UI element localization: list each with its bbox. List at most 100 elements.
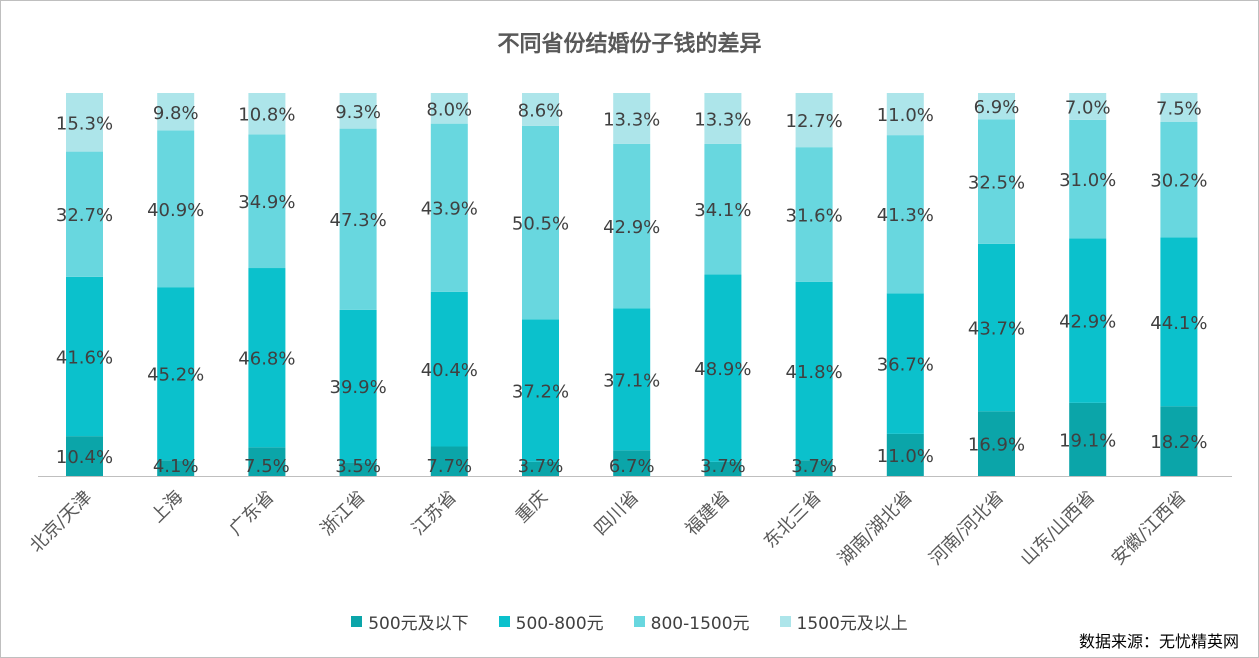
bar-segment bbox=[704, 461, 742, 476]
category-label: 山东/山西省 bbox=[1016, 487, 1099, 570]
bar-segment bbox=[66, 151, 103, 277]
data-label: 43.7% bbox=[968, 319, 1025, 340]
bar-segment bbox=[613, 450, 651, 476]
bar-segment bbox=[339, 309, 377, 463]
bar-segment bbox=[704, 143, 742, 275]
bar-segment bbox=[1160, 121, 1198, 238]
bar-segment bbox=[978, 243, 1015, 412]
category-label: 四川省 bbox=[590, 487, 643, 540]
data-label: 43.9% bbox=[421, 199, 478, 220]
data-label: 50.5% bbox=[512, 214, 569, 235]
legend-label: 800-1500元 bbox=[650, 614, 750, 634]
category-label: 湖南/湖北省 bbox=[834, 487, 917, 570]
data-label: 41.6% bbox=[56, 348, 113, 369]
bar-segment bbox=[157, 130, 195, 288]
bar-segment bbox=[795, 93, 833, 148]
data-label: 7.5% bbox=[244, 456, 290, 477]
bar-segment bbox=[66, 93, 103, 152]
category-label: 东北三省 bbox=[760, 487, 826, 553]
bar-segment bbox=[704, 93, 742, 144]
bar-segment bbox=[795, 460, 833, 476]
legend-item: 1500元及以上 bbox=[779, 609, 908, 634]
data-label: 13.3% bbox=[694, 109, 751, 130]
legend-swatch bbox=[779, 616, 791, 627]
bar-segment bbox=[1069, 119, 1107, 239]
bar-segment bbox=[430, 123, 468, 292]
data-label: 3.7% bbox=[700, 456, 746, 477]
bar-segment bbox=[430, 93, 468, 124]
data-label: 31.0% bbox=[1059, 170, 1116, 191]
data-label: 6.7% bbox=[609, 456, 655, 477]
data-label: 45.2% bbox=[147, 365, 204, 386]
data-label: 13.3% bbox=[603, 109, 660, 130]
data-label: 48.9% bbox=[694, 359, 751, 380]
data-label: 15.3% bbox=[56, 113, 113, 134]
legend-item: 500元及以下 bbox=[351, 609, 469, 634]
bar-segment bbox=[430, 446, 468, 476]
bar-segment bbox=[248, 447, 286, 476]
data-label: 30.2% bbox=[1150, 171, 1207, 192]
bar-segment bbox=[339, 462, 377, 476]
bar-segment bbox=[886, 433, 924, 476]
bar-segment bbox=[886, 93, 924, 136]
bar-segment bbox=[886, 135, 924, 294]
bar-segment bbox=[978, 119, 1015, 244]
data-label: 3.7% bbox=[518, 456, 564, 477]
bar-segment bbox=[1160, 93, 1198, 122]
legend-label: 500元及以下 bbox=[368, 614, 469, 634]
data-label: 8.0% bbox=[426, 99, 472, 120]
bar-segment bbox=[522, 319, 559, 462]
data-label: 7.5% bbox=[1156, 98, 1202, 119]
legend-item: 800-1500元 bbox=[633, 609, 750, 634]
data-label: 3.7% bbox=[791, 456, 837, 477]
bar-segment bbox=[157, 460, 195, 476]
data-label: 19.1% bbox=[1059, 430, 1116, 451]
data-label: 10.4% bbox=[56, 447, 113, 468]
data-label: 7.0% bbox=[1065, 97, 1111, 118]
bar-segment bbox=[1160, 406, 1198, 476]
bar-segment bbox=[613, 143, 651, 309]
data-label: 18.2% bbox=[1150, 432, 1207, 453]
bar-segment bbox=[1069, 402, 1107, 476]
bar-segment bbox=[795, 281, 833, 461]
legend-item: 500-800元 bbox=[498, 609, 604, 634]
bar-segment bbox=[886, 293, 924, 434]
category-label: 浙江省 bbox=[317, 487, 370, 540]
data-label: 42.9% bbox=[603, 217, 660, 238]
legend-swatch bbox=[633, 616, 645, 627]
data-label: 42.9% bbox=[1059, 312, 1116, 333]
bar-segment bbox=[248, 93, 286, 135]
bar-segment bbox=[430, 291, 468, 447]
category-label: 重庆 bbox=[512, 487, 552, 527]
bar-segment bbox=[522, 461, 559, 476]
data-label: 6.9% bbox=[974, 97, 1020, 118]
data-label: 41.8% bbox=[786, 362, 843, 383]
chart-title: 不同省份结婚份子钱的差异 bbox=[497, 32, 762, 57]
data-label: 34.9% bbox=[238, 192, 295, 213]
data-label: 32.7% bbox=[56, 205, 113, 226]
data-label: 46.8% bbox=[238, 349, 295, 370]
data-label: 8.6% bbox=[518, 100, 564, 121]
bar-segment bbox=[795, 147, 833, 282]
bar-segment bbox=[248, 268, 286, 448]
legend-label: 1500元及以上 bbox=[796, 614, 908, 634]
legend-label: 500-800元 bbox=[515, 614, 604, 634]
data-label: 11.0% bbox=[877, 446, 934, 467]
legend-swatch bbox=[498, 616, 510, 627]
bar-segment bbox=[978, 93, 1015, 120]
category-label: 河南/河北省 bbox=[925, 487, 1008, 570]
data-label: 3.5% bbox=[335, 456, 381, 477]
data-label: 39.9% bbox=[330, 377, 387, 398]
data-label: 32.5% bbox=[968, 173, 1025, 194]
category-label: 安徽/江西省 bbox=[1108, 487, 1191, 570]
bar-segment bbox=[978, 411, 1015, 476]
data-label: 10.8% bbox=[238, 105, 295, 126]
data-label: 41.3% bbox=[877, 205, 934, 226]
data-label: 31.6% bbox=[786, 206, 843, 227]
data-label: 9.3% bbox=[335, 102, 381, 123]
data-label: 44.1% bbox=[1150, 313, 1207, 334]
data-label: 16.9% bbox=[968, 435, 1025, 456]
data-label: 47.3% bbox=[330, 210, 387, 231]
data-label: 40.4% bbox=[421, 360, 478, 381]
bar-segment bbox=[339, 93, 377, 129]
